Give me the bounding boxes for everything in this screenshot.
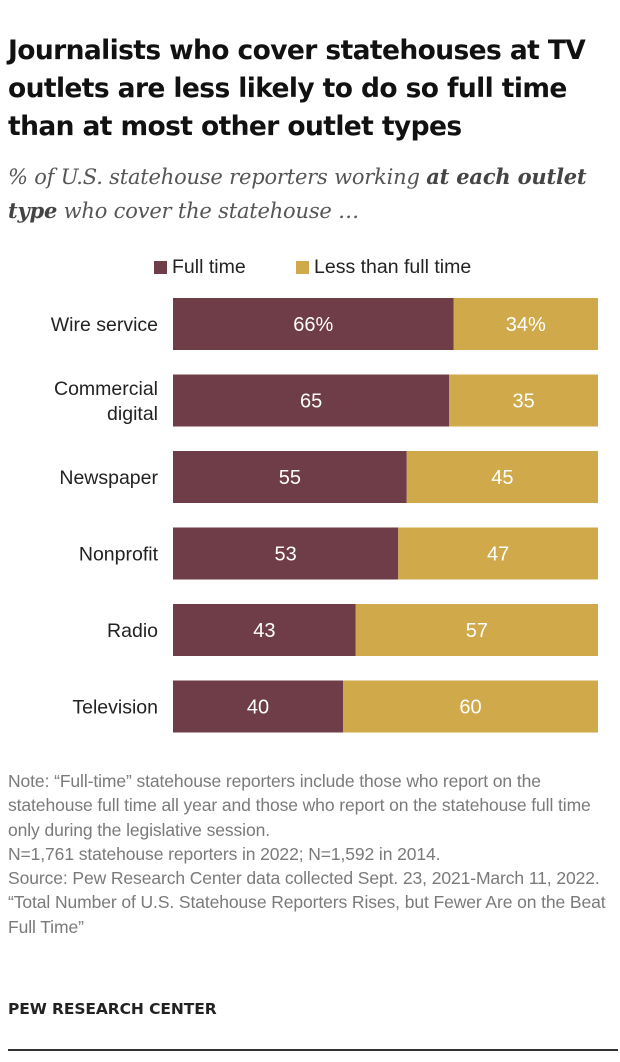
- bar-full-time-newspaper: [173, 451, 407, 503]
- chart-subtitle: % of U.S. statehouse reporters working a…: [8, 160, 612, 228]
- note-sample-size: N=1,761 statehouse reporters in 2022; N=…: [8, 843, 441, 864]
- category-label-nonprofit: Nonprofit: [79, 544, 159, 566]
- category-label-radio: Radio: [107, 620, 158, 642]
- bottom-rule: [8, 1049, 618, 1051]
- value-label-less-than-full-time-wire-service: 34%: [506, 314, 546, 336]
- legend-swatch-full-time: [154, 260, 167, 274]
- value-label-less-than-full-time-newspaper: 45: [491, 467, 513, 489]
- category-label-wire-service: Wire service: [51, 314, 158, 336]
- category-label-television: Television: [72, 697, 158, 719]
- bar-full-time-wire-service: [173, 298, 454, 350]
- category-label-commercial-digital: Commercial digital: [54, 378, 158, 425]
- value-label-full-time-nonprofit: 53: [275, 544, 297, 566]
- subtitle-text-emphasis: at each outlet type: [8, 164, 587, 223]
- category-label-newspaper: Newspaper: [59, 467, 158, 489]
- legend-label-less-than-full-time: Less than full time: [314, 255, 472, 278]
- chart-notes: Note: “Full-time” statehouse reporters i…: [8, 769, 618, 939]
- value-label-full-time-wire-service: 66%: [293, 314, 333, 336]
- bar-full-time-radio: [173, 604, 356, 656]
- bar-less-than-full-time-nonprofit: [398, 527, 598, 580]
- value-label-less-than-full-time-commercial-digital: 35: [513, 391, 535, 413]
- value-label-full-time-newspaper: 55: [279, 467, 301, 489]
- legend-item-less-than-full-time: Less than full time: [296, 255, 471, 279]
- bar-full-time-commercial-digital: [173, 374, 450, 427]
- bar-less-than-full-time-wire-service: [453, 298, 598, 350]
- subtitle-text-start: % of U.S. statehouse reporters working: [8, 165, 427, 189]
- bar-full-time-nonprofit: [173, 527, 399, 580]
- bar-less-than-full-time-newspaper: [406, 451, 598, 503]
- bar-less-than-full-time-radio: [355, 604, 598, 656]
- value-label-less-than-full-time-radio: 57: [466, 620, 488, 642]
- bar-less-than-full-time-commercial-digital: [449, 374, 598, 427]
- stacked-bar-chart: Wire service 66% 34% Commercial digital 65 35 N…: [51, 298, 598, 733]
- value-label-less-than-full-time-nonprofit: 47: [487, 544, 509, 566]
- legend-label-full-time: Full time: [172, 255, 246, 278]
- note-report-title: “Total Number of U.S. Statehouse Reporte…: [8, 892, 606, 937]
- legend-swatch-less-than-full-time: [296, 260, 309, 274]
- value-label-less-than-full-time-television: 60: [459, 697, 481, 719]
- value-label-full-time-television: 40: [247, 697, 269, 719]
- value-label-full-time-radio: 43: [253, 620, 275, 642]
- bar-full-time-television: [173, 680, 343, 733]
- bar-less-than-full-time-television: [343, 680, 598, 733]
- legend-item-full-time: Full time: [154, 255, 246, 279]
- subtitle-text-end: who cover the statehouse …: [57, 199, 359, 223]
- chart-title: Journalists who cover statehouses at TV …: [8, 35, 586, 142]
- note-definition: Note: “Full-time” statehouse reporters i…: [8, 771, 591, 840]
- chart-legend: Full time Less than full time: [0, 255, 620, 279]
- note-source: Source: Pew Research Center data collect…: [8, 868, 600, 889]
- value-label-full-time-commercial-digital: 65: [300, 391, 322, 413]
- brand-logo-text: PEW RESEARCH CENTER: [8, 1000, 217, 1018]
